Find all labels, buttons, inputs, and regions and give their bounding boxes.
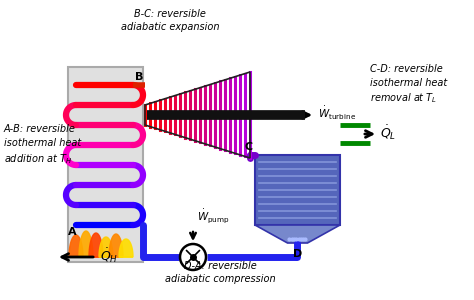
Polygon shape	[119, 239, 133, 257]
Text: D: D	[293, 249, 302, 259]
Text: $\dot{W}_{\mathrm{pump}}$: $\dot{W}_{\mathrm{pump}}$	[197, 207, 230, 225]
Polygon shape	[79, 231, 93, 257]
Polygon shape	[69, 235, 83, 257]
Text: $\dot{Q}_L$: $\dot{Q}_L$	[380, 124, 396, 142]
Text: $\dot{W}_{\mathrm{turbine}}$: $\dot{W}_{\mathrm{turbine}}$	[318, 104, 356, 122]
Text: A-B: reversible
isothermal heat
addition at $T_H$: A-B: reversible isothermal heat addition…	[4, 124, 81, 166]
Polygon shape	[255, 225, 340, 243]
Text: $\dot{Q}_H$: $\dot{Q}_H$	[100, 247, 118, 265]
Text: D-A: reversible
adiabatic compression: D-A: reversible adiabatic compression	[164, 261, 275, 284]
Circle shape	[180, 244, 206, 270]
Text: B-C: reversible
adiabatic expansion: B-C: reversible adiabatic expansion	[121, 9, 219, 32]
Text: A: A	[68, 227, 77, 237]
Polygon shape	[99, 237, 113, 257]
Text: C-D: reversible
isothermal heat
removal at $T_L$: C-D: reversible isothermal heat removal …	[370, 64, 447, 106]
Polygon shape	[89, 233, 103, 257]
Polygon shape	[109, 234, 123, 257]
Bar	[68, 67, 143, 262]
Text: C: C	[245, 142, 253, 152]
Bar	[255, 155, 340, 225]
Text: B: B	[135, 72, 143, 82]
